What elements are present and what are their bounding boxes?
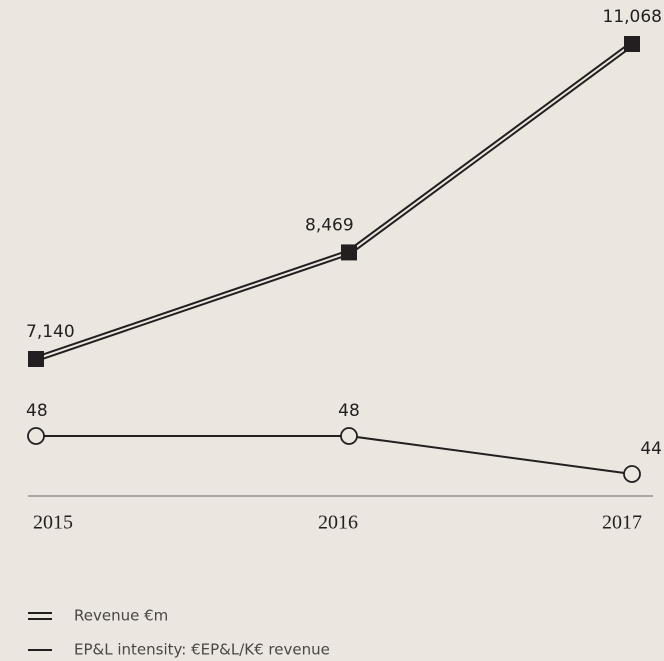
data-label: 8,469 (305, 215, 354, 235)
series-line (36, 435, 633, 475)
data-label: 44 (640, 439, 662, 459)
marker (28, 351, 44, 367)
marker (341, 244, 357, 261)
data-label: 7,140 (26, 322, 75, 342)
series-line (35, 41, 634, 362)
legend-label: EP&L intensity: €EP&L/K€ revenue (74, 641, 330, 659)
marker (624, 36, 640, 52)
data-label: 48 (26, 401, 48, 421)
marker (27, 427, 45, 445)
marker (623, 465, 641, 483)
data-label: 11,068 (603, 7, 662, 27)
marker (340, 427, 358, 445)
x-tick-label: 2015 (33, 512, 73, 534)
data-label: 48 (338, 401, 360, 421)
series-line-inner (35, 43, 633, 360)
x-tick-label: 2017 (602, 512, 642, 534)
legend-label: Revenue €m (74, 607, 168, 625)
x-tick-label: 2016 (318, 512, 358, 534)
